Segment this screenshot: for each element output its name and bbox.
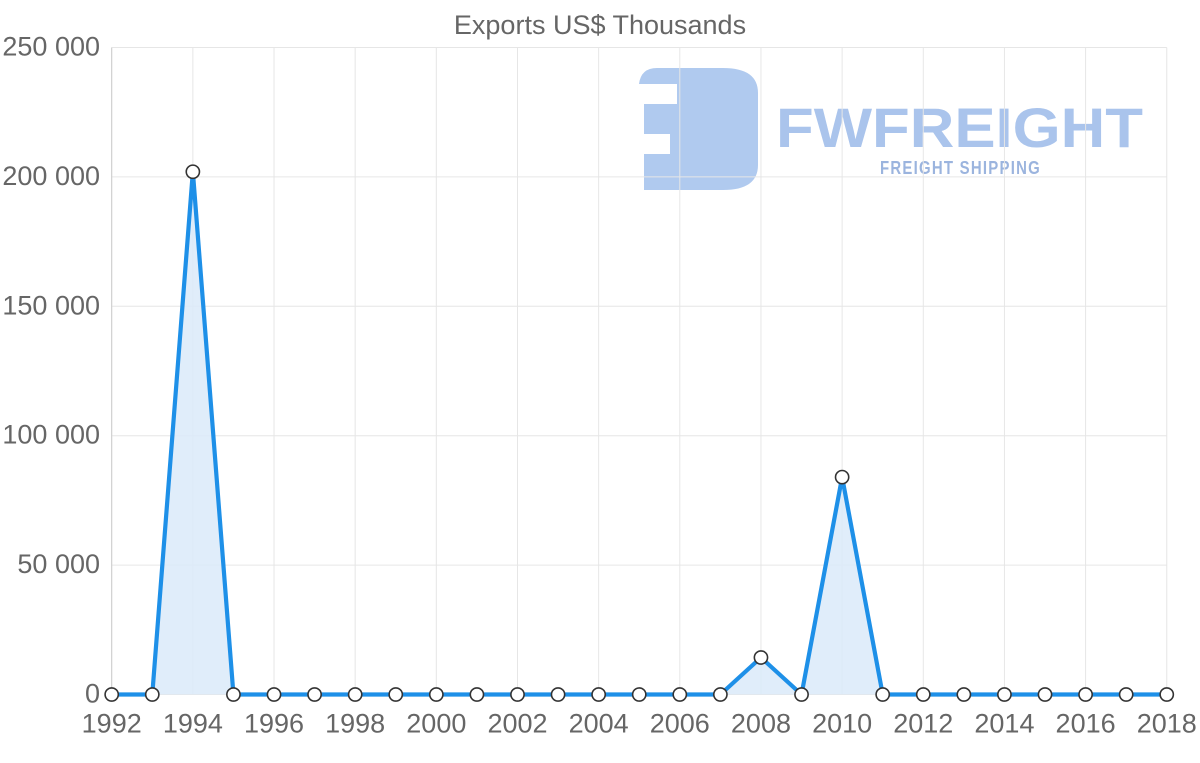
svg-text:1998: 1998: [325, 709, 385, 739]
svg-text:50 000: 50 000: [17, 549, 100, 579]
svg-text:2002: 2002: [487, 709, 547, 739]
svg-text:2006: 2006: [650, 709, 710, 739]
svg-text:1992: 1992: [82, 709, 142, 739]
svg-text:2010: 2010: [812, 709, 872, 739]
svg-text:1994: 1994: [163, 709, 223, 739]
svg-text:2000: 2000: [406, 709, 466, 739]
svg-text:2018: 2018: [1137, 709, 1197, 739]
svg-text:2008: 2008: [731, 709, 791, 739]
svg-text:100 000: 100 000: [2, 420, 100, 450]
svg-text:2014: 2014: [974, 709, 1034, 739]
svg-text:2016: 2016: [1056, 709, 1116, 739]
svg-text:200 000: 200 000: [2, 161, 100, 191]
svg-text:1996: 1996: [244, 709, 304, 739]
svg-text:150 000: 150 000: [2, 290, 100, 320]
svg-text:0: 0: [85, 679, 100, 709]
svg-text:250 000: 250 000: [2, 32, 100, 62]
svg-text:2004: 2004: [569, 709, 629, 739]
svg-text:2012: 2012: [893, 709, 953, 739]
